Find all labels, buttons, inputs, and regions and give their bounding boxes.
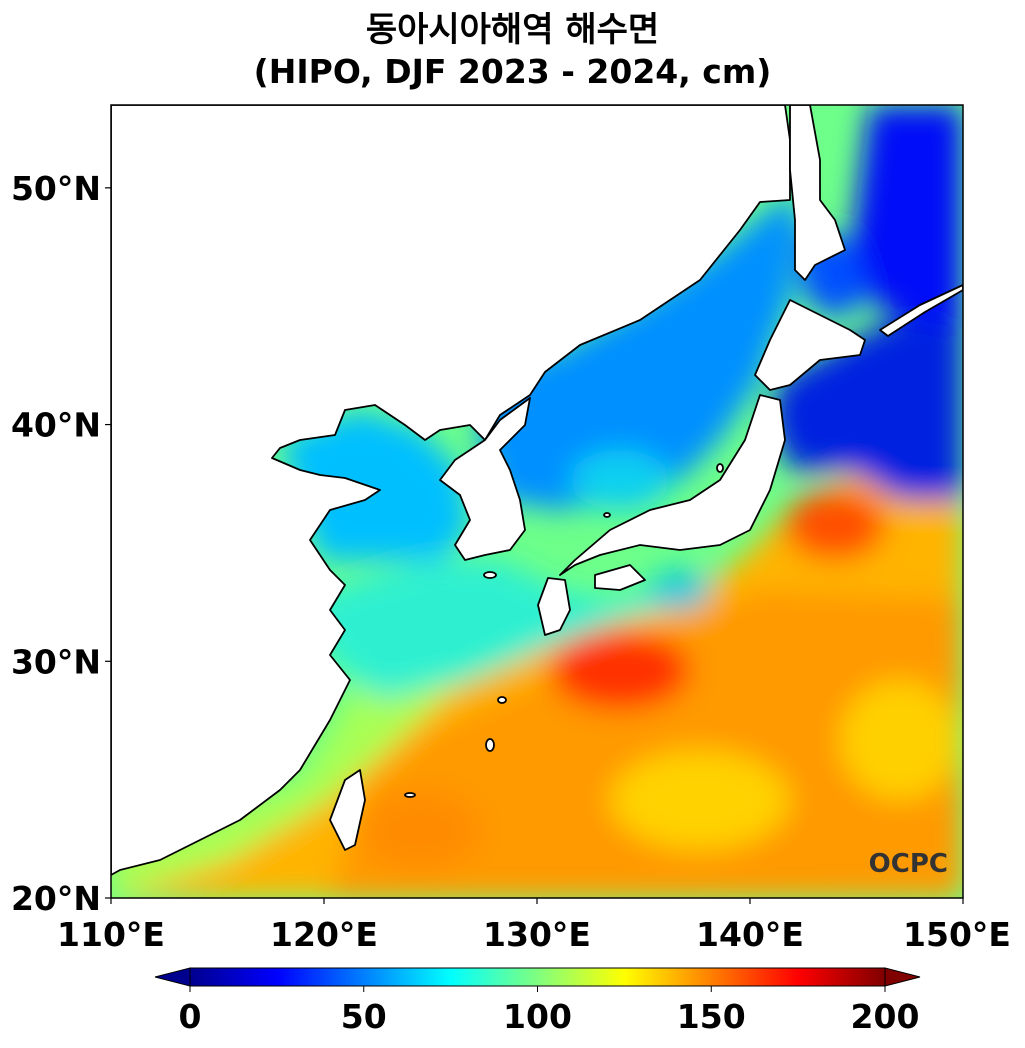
lat-tick-label: 20°N [11, 879, 101, 918]
colorbar-tick-label: 0 [179, 997, 202, 1036]
colorbar: 0 50 100 150 200 [154, 967, 921, 1036]
lon-tick-label: 150°E [903, 915, 1011, 954]
colorbar-tick-label: 100 [503, 997, 572, 1036]
lon-tick-label: 130°E [483, 915, 591, 954]
colorbar-tick-label: 200 [851, 997, 920, 1036]
coastlines [111, 105, 963, 876]
lon-tick-label: 140°E [696, 915, 804, 954]
colorbar-ticks: 0 50 100 150 200 [179, 986, 920, 1036]
sakhalin-land [789, 105, 846, 281]
colorbar-gradient [189, 967, 886, 987]
honshu-land [559, 394, 786, 576]
mainland-land [111, 105, 791, 876]
longitude-axis: 110°E 120°E 130°E 140°E 150°E [57, 898, 1011, 954]
colorbar-tick-label: 50 [341, 997, 387, 1036]
colorbar-max-extend [884, 967, 921, 987]
map-title: 동아시아해역 해수면 [365, 10, 660, 50]
hokkaido-land [754, 299, 866, 391]
kuril-land [879, 284, 963, 337]
ocpc-logo: OCPC [869, 849, 948, 879]
colorbar-min-extend [154, 967, 191, 987]
latitude-axis: 20°N 30°N 40°N 50°N [11, 169, 111, 918]
kyushu-land [537, 577, 571, 636]
korea-land [439, 397, 531, 561]
taiwan-land [329, 769, 366, 851]
map-subtitle: (HIPO, DJF 2023 - 2024, cm) [253, 52, 772, 91]
shikoku-land [594, 564, 646, 591]
lat-tick-label: 50°N [11, 169, 101, 208]
lat-tick-label: 40°N [11, 406, 101, 445]
lon-tick-label: 110°E [57, 915, 165, 954]
lat-tick-label: 30°N [11, 642, 101, 681]
lon-tick-label: 120°E [270, 915, 378, 954]
colorbar-tick-label: 150 [677, 997, 746, 1036]
